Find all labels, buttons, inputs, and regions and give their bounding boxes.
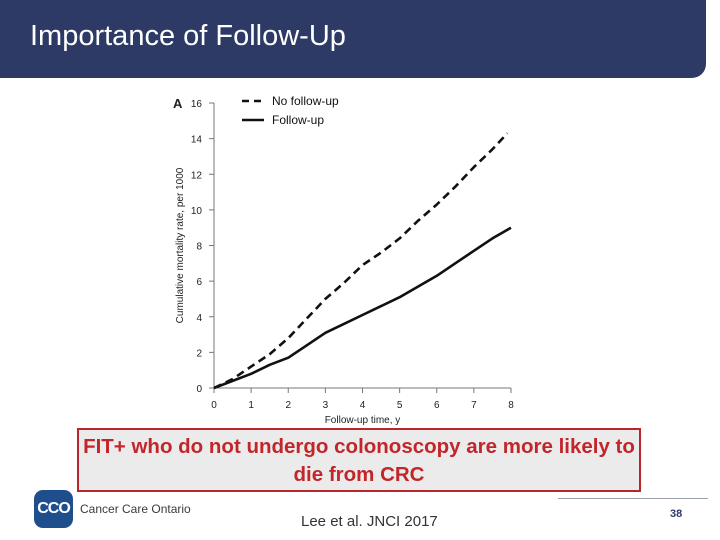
x-tick-label: 4 (360, 400, 366, 411)
cco-logo-icon: CCO (34, 490, 73, 528)
x-tick-label: 7 (471, 400, 477, 411)
y-tick-label: 8 (196, 242, 202, 253)
y-tick-label: 16 (191, 99, 203, 110)
citation: Lee et al. JNCI 2017 (301, 513, 438, 530)
footer-divider (558, 498, 708, 499)
title-bar: Importance of Follow-Up (0, 0, 706, 78)
logo-text: Cancer Care Ontario (80, 502, 191, 516)
slide-title: Importance of Follow-Up (30, 20, 346, 52)
x-tick-label: 0 (211, 400, 217, 411)
page-number: 38 (670, 508, 683, 520)
y-tick-label: 0 (196, 384, 202, 395)
x-axis-label: Follow-up time, y (325, 415, 401, 426)
y-axis-label: Cumulative mortality rate, per 1000 (175, 167, 186, 323)
x-tick-label: 1 (248, 400, 254, 411)
legend-label: No follow-up (272, 94, 339, 108)
x-tick-label: 5 (397, 400, 403, 411)
x-tick-label: 2 (285, 400, 291, 411)
x-tick-label: 3 (323, 400, 329, 411)
series-line-no-follow-up (213, 132, 509, 390)
callout-box: FIT+ who do not undergo colonoscopy are … (77, 428, 641, 492)
panel-label: A (173, 96, 183, 111)
y-tick-label: 12 (191, 170, 203, 181)
legend-label: Follow-up (272, 113, 324, 127)
y-tick-label: 14 (191, 135, 203, 146)
x-tick-label: 8 (508, 400, 514, 411)
y-tick-label: 2 (196, 348, 202, 359)
y-tick-label: 6 (196, 277, 202, 288)
x-tick-label: 6 (434, 400, 440, 411)
y-tick-label: 4 (196, 313, 202, 324)
series-line-follow-up (213, 226, 512, 390)
y-tick-label: 10 (191, 206, 203, 217)
